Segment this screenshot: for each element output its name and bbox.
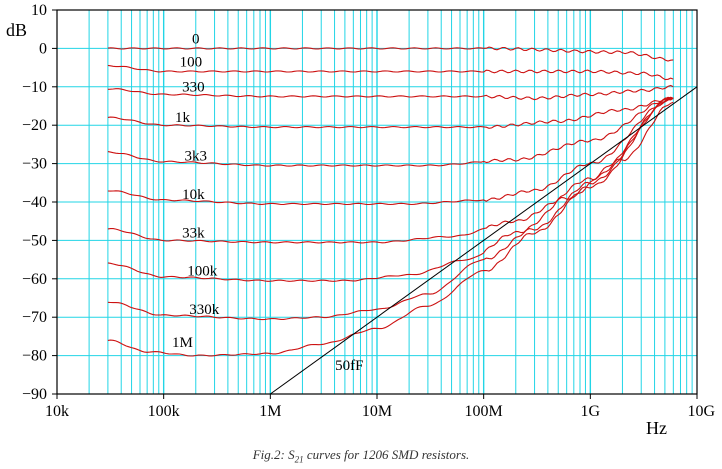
curve-label-1m: 1M	[172, 335, 193, 351]
y-tick-label: 0	[39, 40, 47, 57]
curve-label-0: 0	[192, 31, 200, 47]
y-axis-title: dB	[6, 20, 27, 40]
series-line-50ff	[270, 86, 698, 395]
curve-label-33k: 33k	[182, 225, 205, 241]
curve-label-330: 330	[182, 79, 205, 95]
x-axis-title: Hz	[646, 418, 667, 438]
grid	[57, 10, 697, 394]
y-tick-label: −40	[22, 194, 47, 211]
caption-suffix: curves for 1206 SMD resistors.	[303, 447, 470, 462]
series-group	[107, 46, 698, 395]
curve-label-1k: 1k	[175, 110, 191, 126]
x-tick-label: 1M	[259, 403, 281, 420]
series-line-0	[107, 46, 674, 62]
series-line-330	[107, 84, 674, 101]
y-tick-label: −10	[22, 79, 47, 96]
series-line-1k	[107, 96, 674, 129]
figure-caption: Fig.2: S21 curves for 1206 SMD resistors…	[0, 447, 722, 465]
x-tick-label: 100M	[465, 403, 503, 420]
x-tick-label: 10k	[45, 403, 69, 420]
y-tick-label: −70	[22, 309, 47, 326]
curve-label-100: 100	[180, 54, 203, 70]
curve-labels: 0 100 330 1k 3k3 10k 33k 100k 330k 1M 50fF	[172, 31, 363, 373]
series-line-10k	[107, 97, 674, 206]
y-tick-label: 10	[31, 2, 47, 19]
y-tick-label: −30	[22, 156, 47, 173]
series-line-100k	[107, 97, 674, 282]
x-tick-label: 10M	[362, 403, 392, 420]
y-tick-label: −60	[22, 271, 47, 288]
y-tick-label: −20	[22, 117, 47, 134]
curve-label-330k: 330k	[189, 302, 220, 318]
series-line-330k	[107, 96, 674, 321]
x-axis-ticks: 10k 100k 1M 10M 100M 1G 10G	[45, 394, 715, 420]
y-tick-label: −50	[22, 232, 47, 249]
series-line-100	[107, 64, 674, 81]
y-tick-label: −90	[22, 386, 47, 403]
y-axis-ticks: 10 0 −10 −20 −30 −40 −50 −60 −70 −80 −90	[22, 2, 57, 403]
series-line-1m	[107, 97, 674, 357]
curve-label-50ff: 50fF	[335, 358, 363, 374]
x-tick-label: 100k	[148, 403, 180, 420]
x-tick-label: 1G	[581, 403, 601, 420]
series-line-3k3	[107, 97, 674, 167]
caption-prefix: Fig.2: S	[252, 447, 295, 462]
x-tick-label: 10G	[687, 403, 715, 420]
caption-subscript: 21	[294, 454, 304, 465]
curve-label-100k: 100k	[187, 264, 218, 280]
series-line-33k	[107, 101, 674, 244]
curve-label-10k: 10k	[182, 187, 205, 203]
y-tick-label: −80	[22, 348, 47, 365]
curve-label-3k3: 3k3	[185, 149, 208, 165]
